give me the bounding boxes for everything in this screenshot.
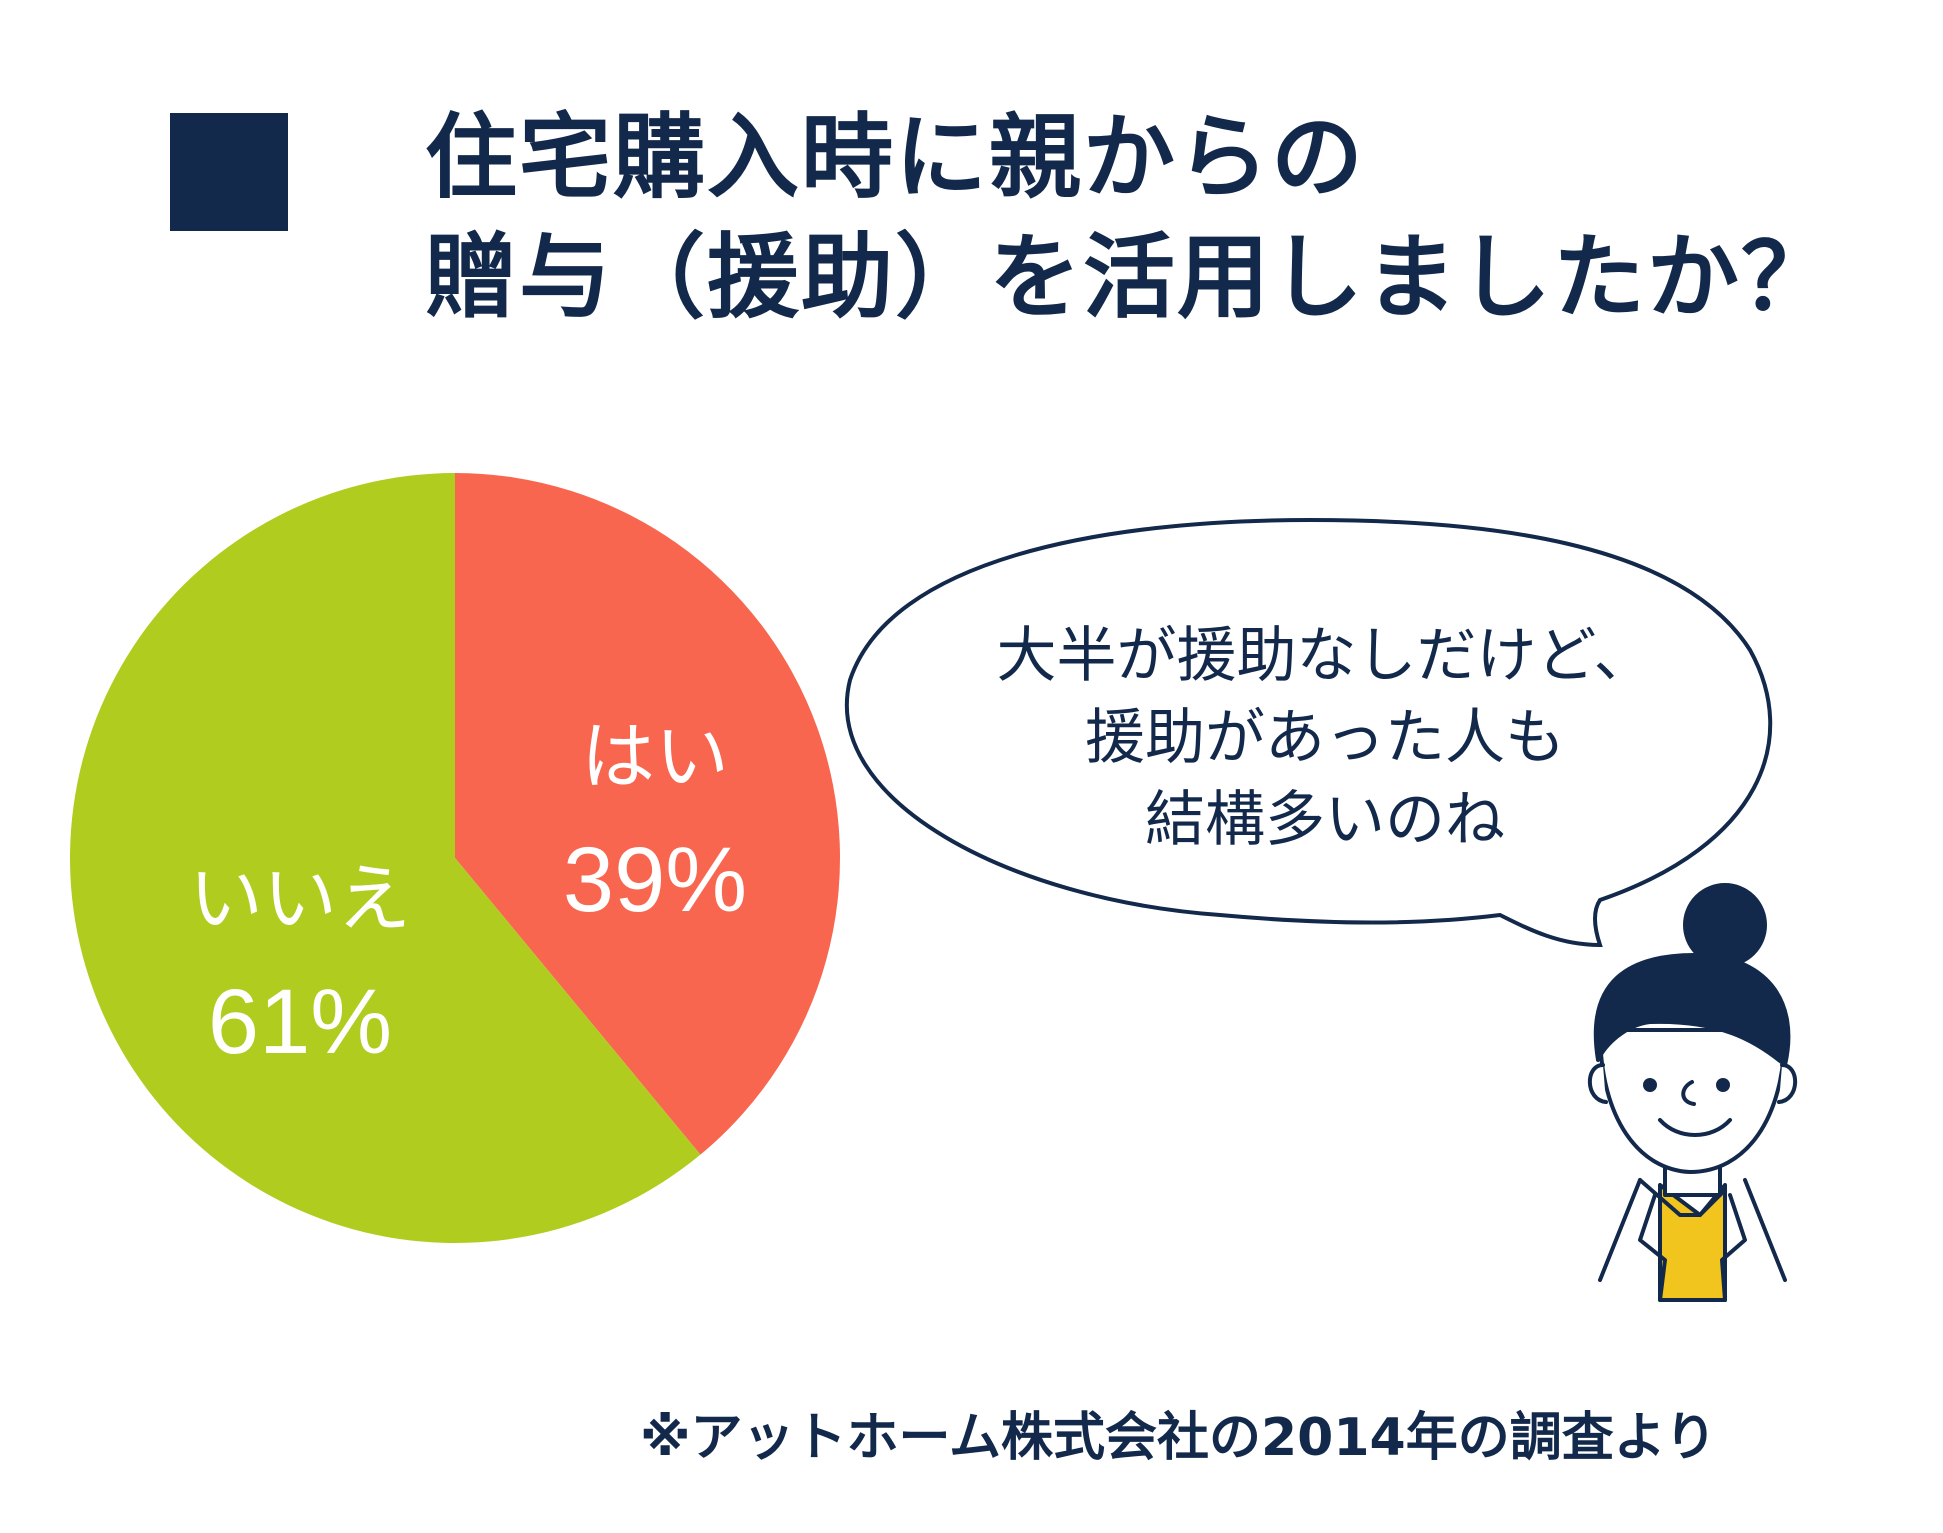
speech-bubble-text: 大半が援助なしだけど、 援助があった人も 結構多いのね (900, 615, 1750, 861)
pie-slice-no (70, 473, 701, 1243)
lapel-right (1720, 1193, 1747, 1302)
slice-label-yes: はい 39% (540, 715, 770, 931)
title-marker (170, 113, 288, 231)
source-footnote: ※アットホーム株式会社の2014年の調査より (640, 1408, 1717, 1468)
speech-bubble (844, 517, 1773, 948)
woman-illustration (1587, 883, 1798, 1302)
left-ear (1587, 1063, 1608, 1104)
jacket-right (1743, 1178, 1787, 1282)
title-line-1: 住宅購入時に親からの (425, 104, 1366, 211)
pie-slices (70, 473, 841, 1243)
nose (1681, 1080, 1696, 1106)
slice-category-yes: はい (581, 715, 729, 798)
lapel-left (1638, 1193, 1667, 1302)
face (1598, 1028, 1787, 1174)
slice-label-no: いいえ 61% (170, 857, 430, 1073)
pie-slice-yes (455, 473, 841, 1155)
bubble-line-1: 大半が援助なしだけど、 (996, 621, 1654, 691)
left-eye (1643, 1078, 1657, 1092)
bubble-line-3: 結構多いのね (1145, 785, 1505, 855)
slice-value-no: 61% (207, 971, 393, 1073)
right-eye (1716, 1078, 1730, 1092)
jacket-left (1598, 1178, 1642, 1282)
title-line-2: 贈与（援助）を活用しましたか？ (425, 224, 1836, 331)
collar (1638, 1178, 1727, 1217)
slice-value-yes: 39% (562, 829, 748, 931)
hair-bun (1683, 883, 1767, 967)
page-title: 住宅購入時に親からの 贈与（援助）を活用しましたか？ (425, 98, 1875, 338)
slice-category-no: いいえ (189, 857, 411, 940)
hair (1593, 953, 1791, 1067)
mouth (1658, 1118, 1732, 1137)
bubble-line-2: 援助があった人も (1085, 703, 1565, 773)
